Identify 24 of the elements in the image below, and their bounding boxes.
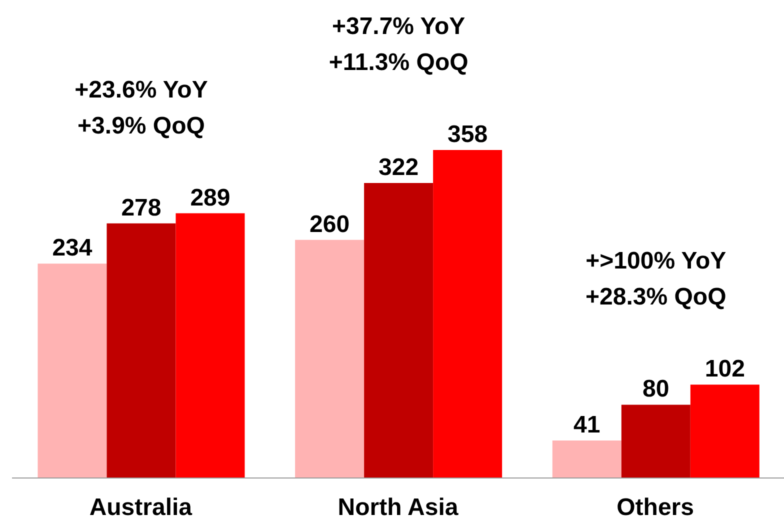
x-tick-label: North Asia (338, 494, 459, 522)
data-label: 41 (574, 411, 600, 438)
text: +23.6% YoY +3.9% QoQ (74, 76, 208, 140)
data-label: 358 (448, 121, 488, 148)
bar (176, 213, 245, 478)
bar (106, 223, 176, 478)
annotation: +>100% YoY +28.3% QoQ (586, 248, 726, 311)
data-label: 278 (121, 194, 162, 222)
bar (552, 440, 622, 478)
data-label: 260 (310, 210, 350, 238)
bar (621, 404, 690, 478)
data-label: 102 (704, 356, 745, 383)
data-label: 80 (642, 376, 670, 403)
bar (364, 183, 434, 478)
data-label: 234 (52, 234, 93, 262)
bar (295, 240, 364, 478)
x-tick-label: Australia (89, 494, 193, 522)
data-label: 289 (190, 184, 230, 212)
text: +37.7% YoY +11.3% QoQ (328, 13, 468, 76)
data-label: 322 (378, 154, 419, 182)
bar (433, 150, 502, 478)
x-tick-label: Others (616, 494, 694, 522)
bar (38, 264, 107, 478)
bar (690, 384, 760, 478)
